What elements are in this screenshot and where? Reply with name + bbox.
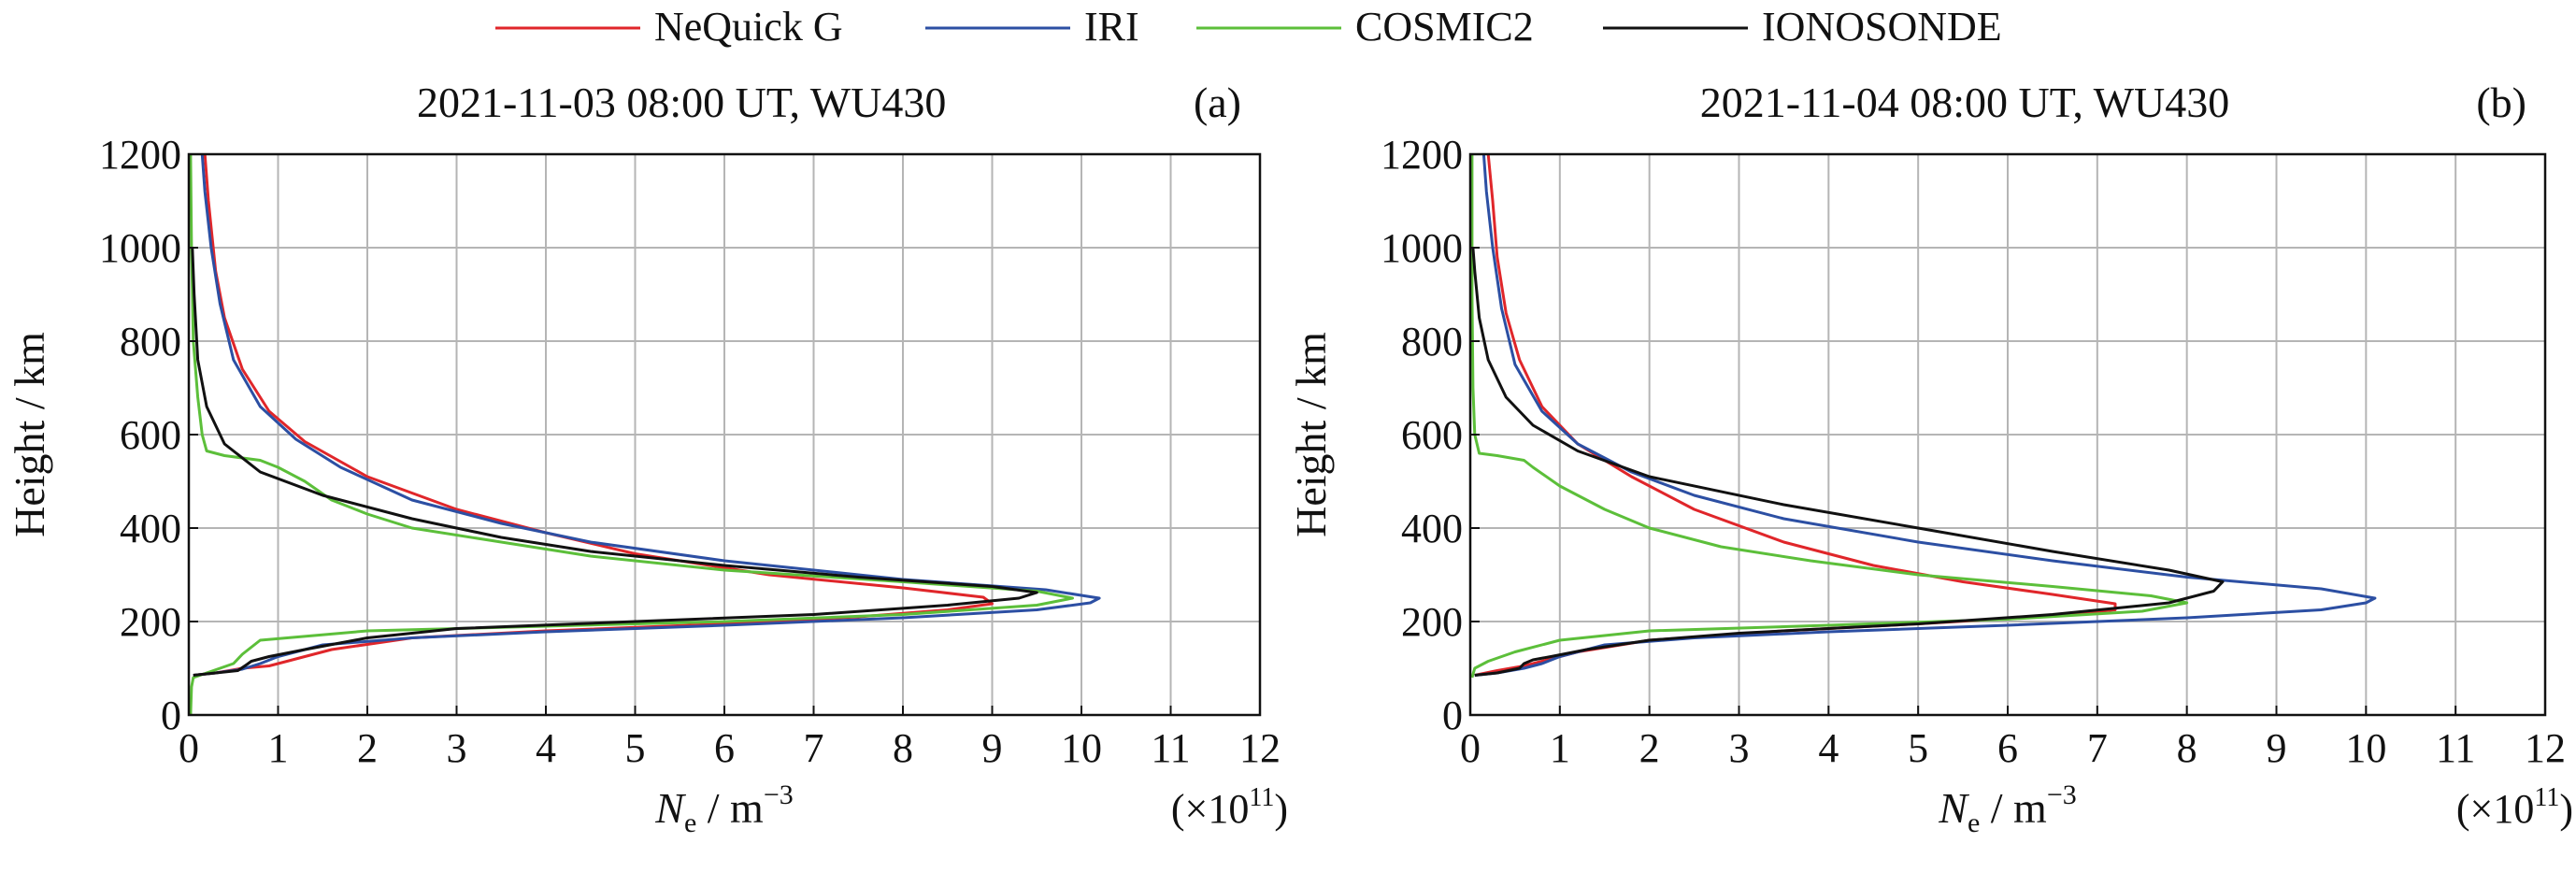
chart-a-series-iri [193, 153, 1101, 677]
legend-entry-iri: IRI [925, 4, 1139, 50]
chart-a-xtick-label-10: 10 [1061, 725, 1102, 771]
chart-b-series-cosmic2 [1470, 154, 2189, 679]
chart-b-ytick-label-1200: 1200 [1381, 132, 1463, 178]
chart-a-panel-label: (a) [1194, 79, 1241, 126]
chart-a-ytick-label-1200: 1200 [99, 132, 181, 178]
chart-a-xtick-label-4: 4 [536, 725, 556, 771]
chart-a-title: 2021-11-03 08:00 UT, WU430 [417, 79, 946, 126]
chart-b-ytick-label-0: 0 [1442, 693, 1463, 738]
chart-b-xtick-label-4: 4 [1818, 725, 1839, 771]
chart-panel-b: 0 1 2 3 4 5 6 7 8 9 10 11 12020040060080010001200202… [1287, 79, 2573, 838]
chart-b-xlabel: Ne / m−3 [1938, 779, 2077, 838]
chart-b-xtick-label-1: 1 [1550, 725, 1570, 771]
chart-b-x-multiplier: (×1011) [2456, 783, 2573, 832]
chart-b-ytick-label-400: 400 [1401, 506, 1463, 551]
chart-b-x-multiplier-suffix: ) [2559, 786, 2573, 832]
chart-b-xtick-label-5: 5 [1908, 725, 1928, 771]
chart-a-x-multiplier-suffix: ) [1274, 786, 1288, 832]
chart-b-xtick-label-6: 6 [1997, 725, 2018, 771]
chart-a-series-cosmic2 [189, 153, 1074, 716]
chart-a-xlabel-symbol: N [654, 784, 686, 832]
chart-b-xlabel-unit: / m [1980, 784, 2047, 832]
chart-a-xtick-label-9: 9 [982, 725, 1003, 771]
chart-a-ylabel: Height / km [6, 332, 53, 537]
legend-entry-ionosonde: IONOSONDE [1603, 4, 2002, 50]
chart-a-x-multiplier-prefix: (×10 [1171, 786, 1249, 832]
chart-a-xlabel-subscript: e [684, 808, 696, 838]
chart-b-xtick-label-9: 9 [2267, 725, 2287, 771]
legend-entry-cosmic2: COSMIC2 [1196, 4, 1534, 50]
chart-a-x-multiplier: (×1011) [1171, 783, 1288, 832]
chart-b-panel-label: (b) [2476, 79, 2526, 126]
chart-panel-a: 0 1 2 3 4 5 6 7 8 9 10 11 12020040060080010001200202… [6, 79, 1288, 838]
chart-b-ytick-label-800: 800 [1401, 319, 1463, 365]
chart-b-xtick-label-12: 12 [2525, 725, 2566, 771]
chart-a-series-ionosonde [191, 247, 1038, 677]
chart-a-xtick-label-7: 7 [804, 725, 824, 771]
chart-a-ytick-label-1000: 1000 [99, 225, 181, 271]
chart-a-xtick-label-8: 8 [893, 725, 913, 771]
chart-b-xtick-label-2: 2 [1639, 725, 1660, 771]
legend-label-nequick: NeQuick G [654, 4, 843, 50]
chart-a-ytick-label-200: 200 [120, 599, 181, 645]
chart-a-xtick-label-3: 3 [447, 725, 467, 771]
chart-a-x-multiplier-exp: 11 [1249, 783, 1274, 812]
legend-entry-nequick: NeQuick G [495, 4, 843, 50]
legend-label-iri: IRI [1084, 4, 1139, 50]
chart-a-xlabel: Ne / m−3 [654, 779, 794, 838]
chart-b-x-multiplier-exp: 11 [2534, 783, 2559, 812]
chart-a-ytick-label-400: 400 [120, 506, 181, 551]
chart-b-ytick-label-1000: 1000 [1381, 225, 1463, 271]
chart-a-ytick-label-0: 0 [161, 693, 181, 738]
chart-a-ytick-label-600: 600 [120, 412, 181, 458]
chart-b-x-multiplier-prefix: (×10 [2456, 786, 2534, 832]
chart-b-xtick-label-11: 11 [2436, 725, 2475, 771]
chart-a-xtick-label-6: 6 [714, 725, 735, 771]
chart-b-xlabel-symbol: N [1938, 784, 1969, 832]
legend: NeQuick G IRI COSMIC2 IONOSONDE [495, 4, 2002, 50]
chart-b-xtick-label-10: 10 [2345, 725, 2386, 771]
chart-a-xtick-label-12: 12 [1239, 725, 1281, 771]
chart-b-ytick-label-200: 200 [1401, 599, 1463, 645]
chart-a-ytick-label-800: 800 [120, 319, 181, 365]
chart-a-xtick-label-0: 0 [179, 725, 199, 771]
chart-b-xtick-label-7: 7 [2087, 725, 2108, 771]
chart-b-series-nequick-g [1474, 153, 2117, 677]
chart-b-xlabel-exponent: −3 [2047, 779, 2077, 810]
chart-b-xtick-label-0: 0 [1460, 725, 1481, 771]
chart-b-title: 2021-11-04 08:00 UT, WU430 [1700, 79, 2229, 126]
chart-b-xlabel-subscript: e [1968, 808, 1980, 838]
chart-a-xtick-label-1: 1 [268, 725, 289, 771]
chart-b-xtick-label-8: 8 [2177, 725, 2197, 771]
chart-b-ylabel: Height / km [1287, 332, 1335, 537]
chart-a-xlabel-exponent: −3 [764, 779, 794, 810]
chart-a-xtick-label-5: 5 [625, 725, 646, 771]
chart-a-xtick-label-11: 11 [1151, 725, 1190, 771]
chart-b-series-iri [1474, 153, 2377, 677]
chart-b-xtick-label-3: 3 [1729, 725, 1750, 771]
legend-label-cosmic2: COSMIC2 [1355, 4, 1534, 50]
legend-label-ionosonde: IONOSONDE [1762, 4, 2002, 50]
chart-b-series-ionosonde [1471, 247, 2225, 677]
chart-a-xlabel-unit: / m [696, 784, 764, 832]
chart-b-ytick-label-600: 600 [1401, 412, 1463, 458]
chart-a-xtick-label-2: 2 [357, 725, 378, 771]
chart-a-series-nequick-g [193, 153, 994, 677]
